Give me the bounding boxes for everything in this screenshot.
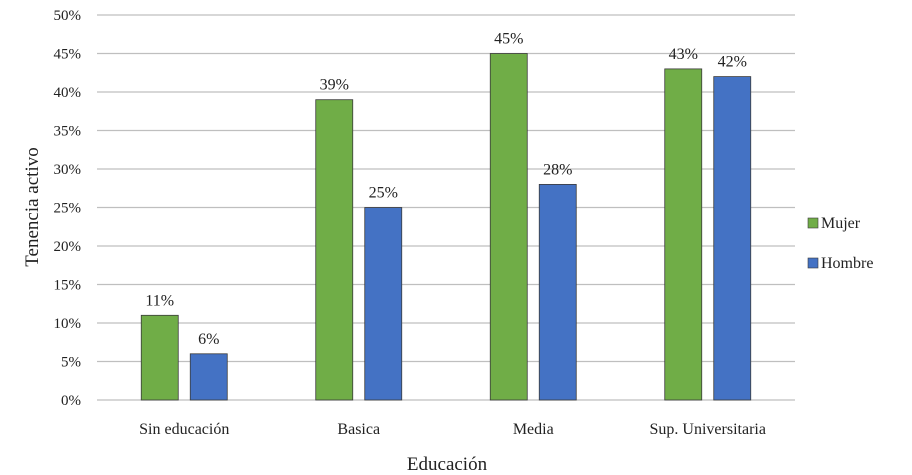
data-labels: 11% 6% 39% 25% 45% 28% 43% 42% bbox=[145, 31, 747, 348]
y-tick-label: 45% bbox=[54, 47, 82, 63]
y-axis-title: Tenencia activo bbox=[22, 147, 43, 266]
x-axis-title: Educación bbox=[407, 454, 488, 475]
category-labels: Sin educación Basica Media Sup. Universitar… bbox=[139, 421, 766, 438]
y-tick-label: 0% bbox=[61, 393, 81, 409]
bar-mujer bbox=[664, 68, 703, 401]
legend-label-hombre: Hombre bbox=[821, 255, 873, 272]
data-label: 39% bbox=[320, 77, 349, 94]
data-label: 45% bbox=[494, 31, 523, 48]
category-label: Basica bbox=[337, 421, 380, 438]
data-label: 43% bbox=[669, 46, 698, 63]
bar-hombre bbox=[538, 183, 577, 401]
legend-label-mujer: Mujer bbox=[821, 215, 861, 232]
data-label: 28% bbox=[543, 161, 572, 178]
data-label: 42% bbox=[718, 54, 747, 71]
bar-mujer bbox=[315, 99, 354, 401]
legend-swatch-hombre bbox=[807, 257, 819, 269]
data-label: 6% bbox=[198, 331, 219, 348]
y-tick-label: 15% bbox=[54, 278, 82, 294]
y-tick-label: 35% bbox=[54, 124, 82, 140]
bar-hombre bbox=[189, 353, 228, 401]
y-tick-label: 50% bbox=[54, 8, 82, 24]
y-tick-label: 25% bbox=[54, 201, 82, 217]
bar-hombre bbox=[364, 207, 403, 401]
y-tick-label: 10% bbox=[54, 316, 82, 332]
y-tick-label: 40% bbox=[54, 85, 82, 101]
category-label: Sup. Universitaria bbox=[650, 421, 766, 438]
y-tick-label: 30% bbox=[54, 162, 82, 178]
y-tick-label: 5% bbox=[61, 355, 81, 371]
bar-mujer bbox=[489, 53, 528, 401]
legend-swatch-mujer bbox=[807, 217, 819, 229]
data-label: 25% bbox=[369, 185, 398, 202]
legend: Mujer Hombre bbox=[807, 215, 873, 272]
bar-hombre bbox=[713, 76, 752, 401]
bars bbox=[140, 53, 752, 401]
category-label: Media bbox=[513, 421, 554, 438]
category-label: Sin educación bbox=[139, 421, 229, 438]
data-label: 11% bbox=[145, 292, 174, 309]
bar-mujer bbox=[140, 314, 179, 401]
y-tick-labels: 0% 5% 10% 15% 20% 25% 30% 35% 40% 45% 50% bbox=[54, 8, 82, 409]
y-tick-label: 20% bbox=[54, 239, 82, 255]
